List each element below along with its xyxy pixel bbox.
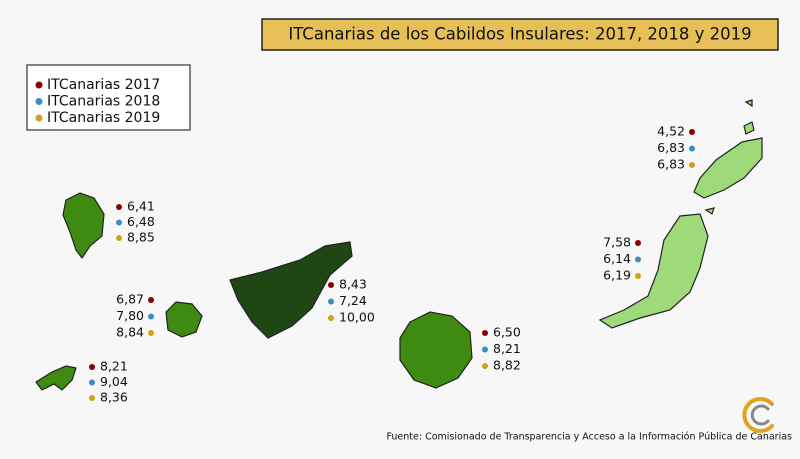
value-label: 8,85 bbox=[127, 230, 155, 245]
la-gomera bbox=[165, 301, 203, 338]
value-marker bbox=[635, 273, 641, 279]
value-label: 8,43 bbox=[339, 277, 367, 292]
legend-label: ITCanarias 2018 bbox=[47, 94, 160, 110]
legend-label: ITCanarias 2019 bbox=[47, 110, 160, 126]
gran-canaria bbox=[399, 311, 473, 389]
value-label: 6,83 bbox=[657, 157, 685, 172]
value-marker bbox=[148, 313, 154, 320]
value-label: 6,41 bbox=[127, 199, 155, 214]
legend-marker bbox=[35, 81, 43, 89]
legend-label: ITCanarias 2017 bbox=[47, 77, 160, 93]
value-label: 8,21 bbox=[100, 359, 128, 374]
value-marker bbox=[89, 395, 95, 401]
value-marker bbox=[148, 297, 154, 303]
value-marker bbox=[689, 162, 695, 168]
source: Fuente: Comisionado de Transparencia y A… bbox=[386, 432, 792, 443]
value-label: 6,50 bbox=[493, 325, 521, 340]
value-label: 8,21 bbox=[493, 341, 521, 356]
logo bbox=[742, 397, 774, 433]
legend-box bbox=[26, 64, 191, 131]
value-marker bbox=[116, 219, 122, 226]
value-marker bbox=[689, 129, 695, 135]
title: ITCanarias de los Cabildos Insulares: 20… bbox=[288, 25, 751, 44]
value-label: 6,14 bbox=[603, 251, 631, 266]
value-label: 7,80 bbox=[116, 308, 144, 323]
value-marker bbox=[328, 298, 334, 305]
value-marker bbox=[89, 379, 95, 386]
tenerife bbox=[229, 241, 353, 339]
value-marker bbox=[689, 145, 695, 152]
la-graciosa bbox=[743, 121, 755, 135]
legend-marker bbox=[35, 114, 43, 122]
value-marker bbox=[635, 240, 641, 246]
value-label: 8,82 bbox=[493, 358, 521, 373]
value-label: 8,36 bbox=[100, 390, 128, 405]
value-label: 9,04 bbox=[100, 374, 128, 389]
value-label: 8,84 bbox=[116, 325, 144, 340]
value-label: 6,87 bbox=[116, 292, 144, 307]
value-label: 10,00 bbox=[339, 310, 375, 325]
lobos bbox=[704, 207, 715, 215]
el-hierro bbox=[35, 365, 77, 391]
title-box bbox=[261, 18, 779, 51]
value-marker bbox=[89, 364, 95, 370]
value-label: 7,24 bbox=[339, 293, 367, 308]
legend-marker bbox=[35, 98, 43, 105]
alegranza bbox=[744, 99, 753, 108]
lanzarote bbox=[693, 137, 763, 199]
value-marker bbox=[328, 315, 334, 321]
value-marker bbox=[482, 346, 488, 353]
value-label: 6,19 bbox=[603, 268, 631, 283]
value-label: 6,48 bbox=[127, 214, 155, 229]
value-marker bbox=[482, 363, 488, 369]
value-label: 6,83 bbox=[657, 140, 685, 155]
value-label: 4,52 bbox=[657, 124, 685, 139]
fuerteventura bbox=[598, 213, 709, 329]
la-palma bbox=[62, 192, 105, 260]
value-label: 7,58 bbox=[603, 235, 631, 250]
value-marker bbox=[116, 235, 122, 241]
value-marker bbox=[116, 204, 122, 210]
value-marker bbox=[328, 282, 334, 288]
value-marker bbox=[482, 330, 488, 336]
value-marker bbox=[635, 256, 641, 263]
value-marker bbox=[148, 330, 154, 336]
